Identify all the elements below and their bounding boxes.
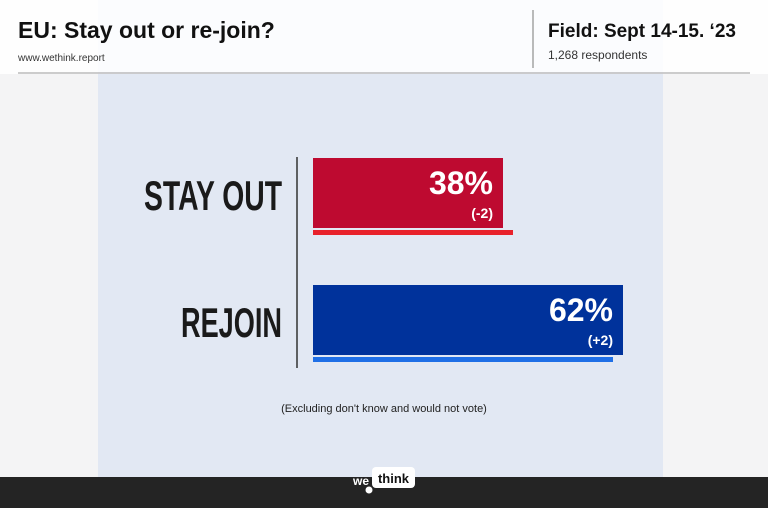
chart-title: EU: Stay out or re-join? bbox=[18, 17, 275, 43]
footnote: (Excluding don't know and would not vote… bbox=[281, 403, 487, 415]
value-label: 62% bbox=[549, 292, 613, 328]
bar bbox=[313, 285, 623, 355]
change-label: (+2) bbox=[588, 332, 613, 348]
category-label: STAY OUT bbox=[144, 172, 282, 219]
logo-box bbox=[372, 467, 415, 488]
logo-we: we bbox=[352, 474, 369, 488]
category-label: REJOIN bbox=[181, 299, 282, 346]
logo-think: think bbox=[378, 471, 410, 486]
change-label: (-2) bbox=[471, 205, 493, 221]
respondents: 1,268 respondents bbox=[548, 48, 647, 62]
previous-bar bbox=[313, 230, 513, 235]
chart-subtitle: www.wethink.report bbox=[17, 53, 105, 64]
field-dates: Field: Sept 14-15. ‘23 bbox=[548, 21, 736, 42]
flag-backdrop bbox=[98, 0, 663, 477]
logo-dot bbox=[365, 486, 373, 494]
value-label: 38% bbox=[429, 165, 493, 201]
header-backdrop bbox=[0, 0, 768, 74]
previous-bar bbox=[313, 357, 613, 362]
bar bbox=[313, 158, 503, 228]
